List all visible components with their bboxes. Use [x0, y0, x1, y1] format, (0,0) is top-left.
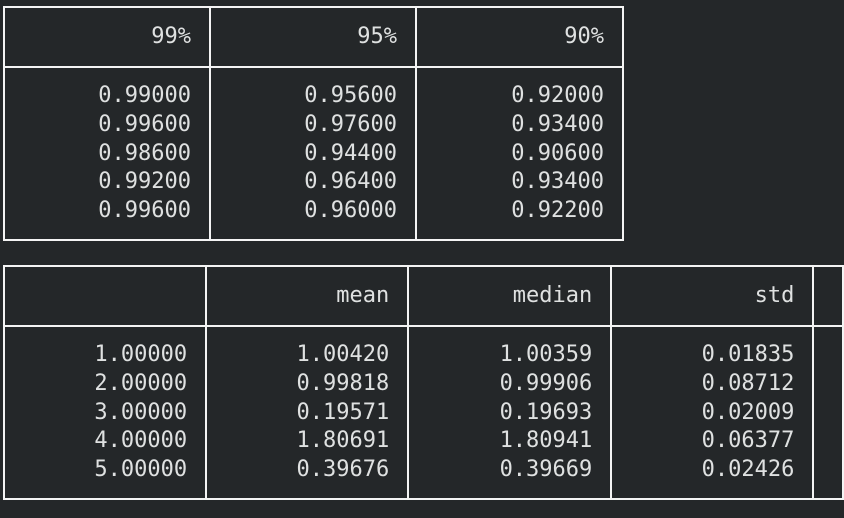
value: 0.99818 — [296, 370, 390, 396]
header-row: 99% 95% 90% — [3, 6, 624, 68]
value: 0.19571 — [296, 399, 390, 425]
table-row: 0.99000 0.99600 0.98600 0.99200 0.99600 … — [3, 66, 624, 241]
value: 0.02426 — [701, 457, 795, 483]
value: 0.90600 — [511, 140, 604, 166]
header-row: mean median std — [2, 265, 844, 327]
data-cell: 0.92000 0.93400 0.90600 0.93400 0.92200 — [415, 66, 624, 241]
header-cell: mean — [205, 265, 410, 327]
quantile-table: 99% 95% 90% 0.99000 0.99600 0.98600 0.99… — [3, 6, 624, 241]
value: 0.96000 — [304, 198, 397, 224]
value: 0.96400 — [304, 169, 397, 195]
value: 0.95600 — [304, 83, 397, 108]
summary-stats-table: mean median std 1.00000 2.00000 3.00000 … — [2, 265, 844, 500]
header-cell-cut — [812, 265, 844, 327]
data-cell-cut — [812, 325, 844, 500]
value: 3.00000 — [94, 399, 188, 425]
value: 1.00420 — [296, 342, 390, 367]
value: 0.08712 — [701, 370, 795, 396]
header-cell: 95% — [209, 6, 417, 68]
value: 0.39676 — [296, 457, 390, 483]
header-cell: 99% — [3, 6, 211, 68]
data-cell: 1.00000 2.00000 3.00000 4.00000 5.00000 — [2, 325, 208, 500]
value: 0.93400 — [511, 169, 604, 195]
value: 1.80691 — [296, 428, 390, 454]
value: 1.00000 — [94, 342, 188, 367]
value: 0.94400 — [304, 140, 397, 166]
value: 1.80941 — [499, 428, 593, 454]
value: 0.06377 — [701, 428, 795, 454]
value: 0.93400 — [511, 111, 604, 137]
data-cell: 0.01835 0.08712 0.02009 0.06377 0.02426 — [610, 325, 815, 500]
data-cell: 0.99000 0.99600 0.98600 0.99200 0.99600 — [3, 66, 211, 241]
value: 2.00000 — [94, 370, 188, 396]
value: 0.99000 — [98, 83, 191, 108]
value: 0.02009 — [701, 399, 795, 425]
value: 1.00359 — [499, 342, 593, 367]
header-cell: std — [610, 265, 815, 327]
header-cell: 90% — [415, 6, 624, 68]
value: 0.97600 — [304, 111, 397, 137]
header-cell — [2, 265, 208, 327]
header-cell: median — [407, 265, 613, 327]
data-cell: 1.00359 0.99906 0.19693 1.80941 0.39669 — [407, 325, 613, 500]
value: 0.19693 — [499, 399, 593, 425]
value: 0.92000 — [511, 83, 604, 108]
value: 0.99200 — [98, 169, 191, 195]
value: 5.00000 — [94, 457, 188, 483]
value: 0.99600 — [98, 111, 191, 137]
data-cell: 1.00420 0.99818 0.19571 1.80691 0.39676 — [205, 325, 410, 500]
value: 4.00000 — [94, 428, 188, 454]
value: 0.39669 — [499, 457, 593, 483]
value: 0.99600 — [98, 198, 191, 224]
value: 0.01835 — [701, 342, 795, 367]
value: 0.98600 — [98, 140, 191, 166]
table-row: 1.00000 2.00000 3.00000 4.00000 5.00000 … — [2, 325, 844, 500]
data-cell: 0.95600 0.97600 0.94400 0.96400 0.96000 — [209, 66, 417, 241]
value: 0.92200 — [511, 198, 604, 224]
value: 0.99906 — [499, 370, 593, 396]
